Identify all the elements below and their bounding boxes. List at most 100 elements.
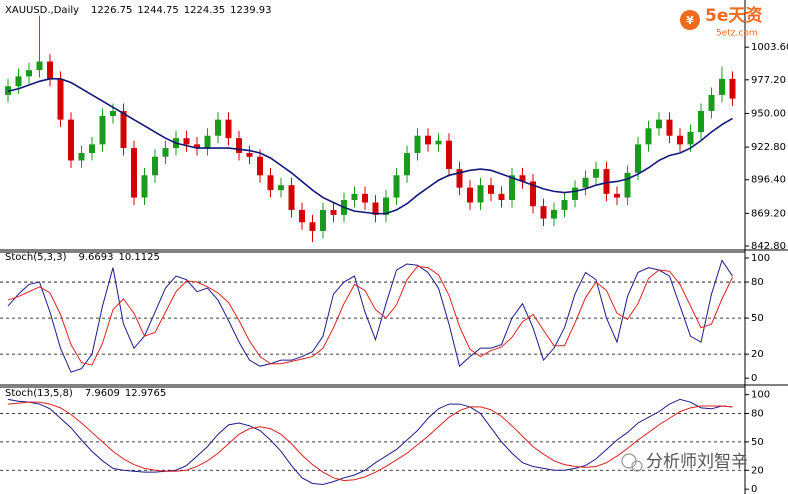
candle-body <box>215 119 221 136</box>
candle-body <box>509 175 515 201</box>
header-value: 1239.93 <box>230 5 271 16</box>
stoch-line <box>7 259 733 373</box>
candle-body <box>309 222 316 231</box>
candle-body <box>131 148 137 198</box>
candle-body <box>446 140 452 170</box>
author: 分析师刘智辛 <box>646 452 748 472</box>
y-tick-label: 100 <box>751 253 770 264</box>
y-tick-label: 20 <box>751 465 764 476</box>
candle-body <box>141 175 148 198</box>
candle-body <box>729 78 736 99</box>
candle-body <box>383 197 389 215</box>
candle-body <box>677 135 683 145</box>
candle-body <box>404 153 410 176</box>
candle-body <box>89 144 95 154</box>
candle-body <box>582 177 589 188</box>
candle-body <box>593 169 599 178</box>
stoch-line <box>7 265 733 366</box>
candle-body <box>246 153 253 157</box>
candle-body <box>99 115 106 145</box>
y-tick-label: 896.40 <box>751 175 786 186</box>
stoch-line <box>7 398 733 485</box>
candle-body <box>194 144 200 149</box>
header-value: 12.9765 <box>125 388 166 399</box>
candle-body <box>162 148 169 157</box>
candle-body <box>708 94 715 111</box>
candle-body <box>362 193 368 203</box>
candle-body <box>351 193 358 201</box>
candle-body <box>477 185 484 203</box>
candle-body <box>719 78 725 95</box>
candle-body <box>299 209 305 223</box>
y-tick-label: 922.80 <box>751 142 786 153</box>
logo-icon <box>680 10 700 30</box>
y-tick-label: 1003.60 <box>751 42 788 53</box>
candle-body <box>278 185 284 191</box>
candle-body <box>519 175 526 182</box>
candle-body <box>36 61 43 71</box>
header-value: 7.9609 <box>85 388 120 399</box>
candle-body <box>372 202 379 215</box>
candle-body <box>204 135 211 149</box>
y-tick-label: 842.80 <box>751 241 786 252</box>
candle-body <box>320 209 326 231</box>
candle-body <box>572 187 578 201</box>
candle-body <box>488 185 494 194</box>
panel-title: Stoch(5,3,3) <box>5 252 67 263</box>
y-tick-label: 100 <box>751 390 770 401</box>
candle-body <box>236 138 242 154</box>
header-value: 9.6693 <box>78 252 113 263</box>
candle-body <box>530 181 536 207</box>
y-tick-label: 950.00 <box>751 108 786 119</box>
candle-body <box>120 110 127 149</box>
watermark: ¥ 5e天资 5etz.com 分析师刘智辛 <box>621 5 762 472</box>
candle-body <box>57 78 64 120</box>
y-tick-label: 869.20 <box>751 208 786 219</box>
y-tick-label: 80 <box>751 409 764 420</box>
y-tick-label: 977.20 <box>751 75 786 86</box>
candle-body <box>467 187 473 203</box>
candle-body <box>435 140 442 145</box>
candle-body <box>414 135 421 154</box>
panel-title: XAUUSD.,Daily <box>5 5 79 16</box>
candle-body <box>498 193 505 201</box>
candle-body <box>656 119 662 129</box>
candle-body <box>561 200 568 210</box>
candle-body <box>635 144 641 173</box>
candle-body <box>257 156 263 176</box>
candle-body <box>152 156 158 176</box>
candle-body <box>666 119 673 136</box>
candle-body <box>47 61 53 79</box>
y-tick-label: 50 <box>751 437 764 448</box>
candle-body <box>183 138 190 145</box>
header-value: 10.1125 <box>118 252 159 263</box>
candle-body <box>15 76 22 87</box>
header-value: 1244.75 <box>137 5 178 16</box>
moving-average <box>7 78 733 215</box>
candle-body <box>78 153 85 161</box>
logo-glyph: ¥ <box>686 14 694 27</box>
wechat-icon <box>631 460 643 472</box>
candle-body <box>551 209 557 219</box>
candle-body <box>456 169 463 188</box>
candle-body <box>603 169 610 194</box>
candle-body <box>624 172 631 198</box>
stoch-line <box>7 401 733 482</box>
candle-body <box>330 209 337 215</box>
candle-body <box>110 110 116 116</box>
brand: 5e天资 <box>705 5 762 26</box>
candle-body <box>698 110 704 133</box>
candle-body <box>225 119 232 139</box>
candle-body <box>26 70 32 77</box>
candle-body <box>425 135 431 145</box>
candle-body <box>267 175 274 191</box>
site: 5etz.com <box>716 29 758 39</box>
y-tick-label: 0 <box>751 373 757 384</box>
y-tick-label: 50 <box>751 313 764 324</box>
y-tick-label: 20 <box>751 349 764 360</box>
y-tick-label: 0 <box>751 484 757 494</box>
candle-body <box>393 175 400 198</box>
candle-body <box>288 185 295 210</box>
panel-title: Stoch(13,5,8) <box>5 388 73 399</box>
